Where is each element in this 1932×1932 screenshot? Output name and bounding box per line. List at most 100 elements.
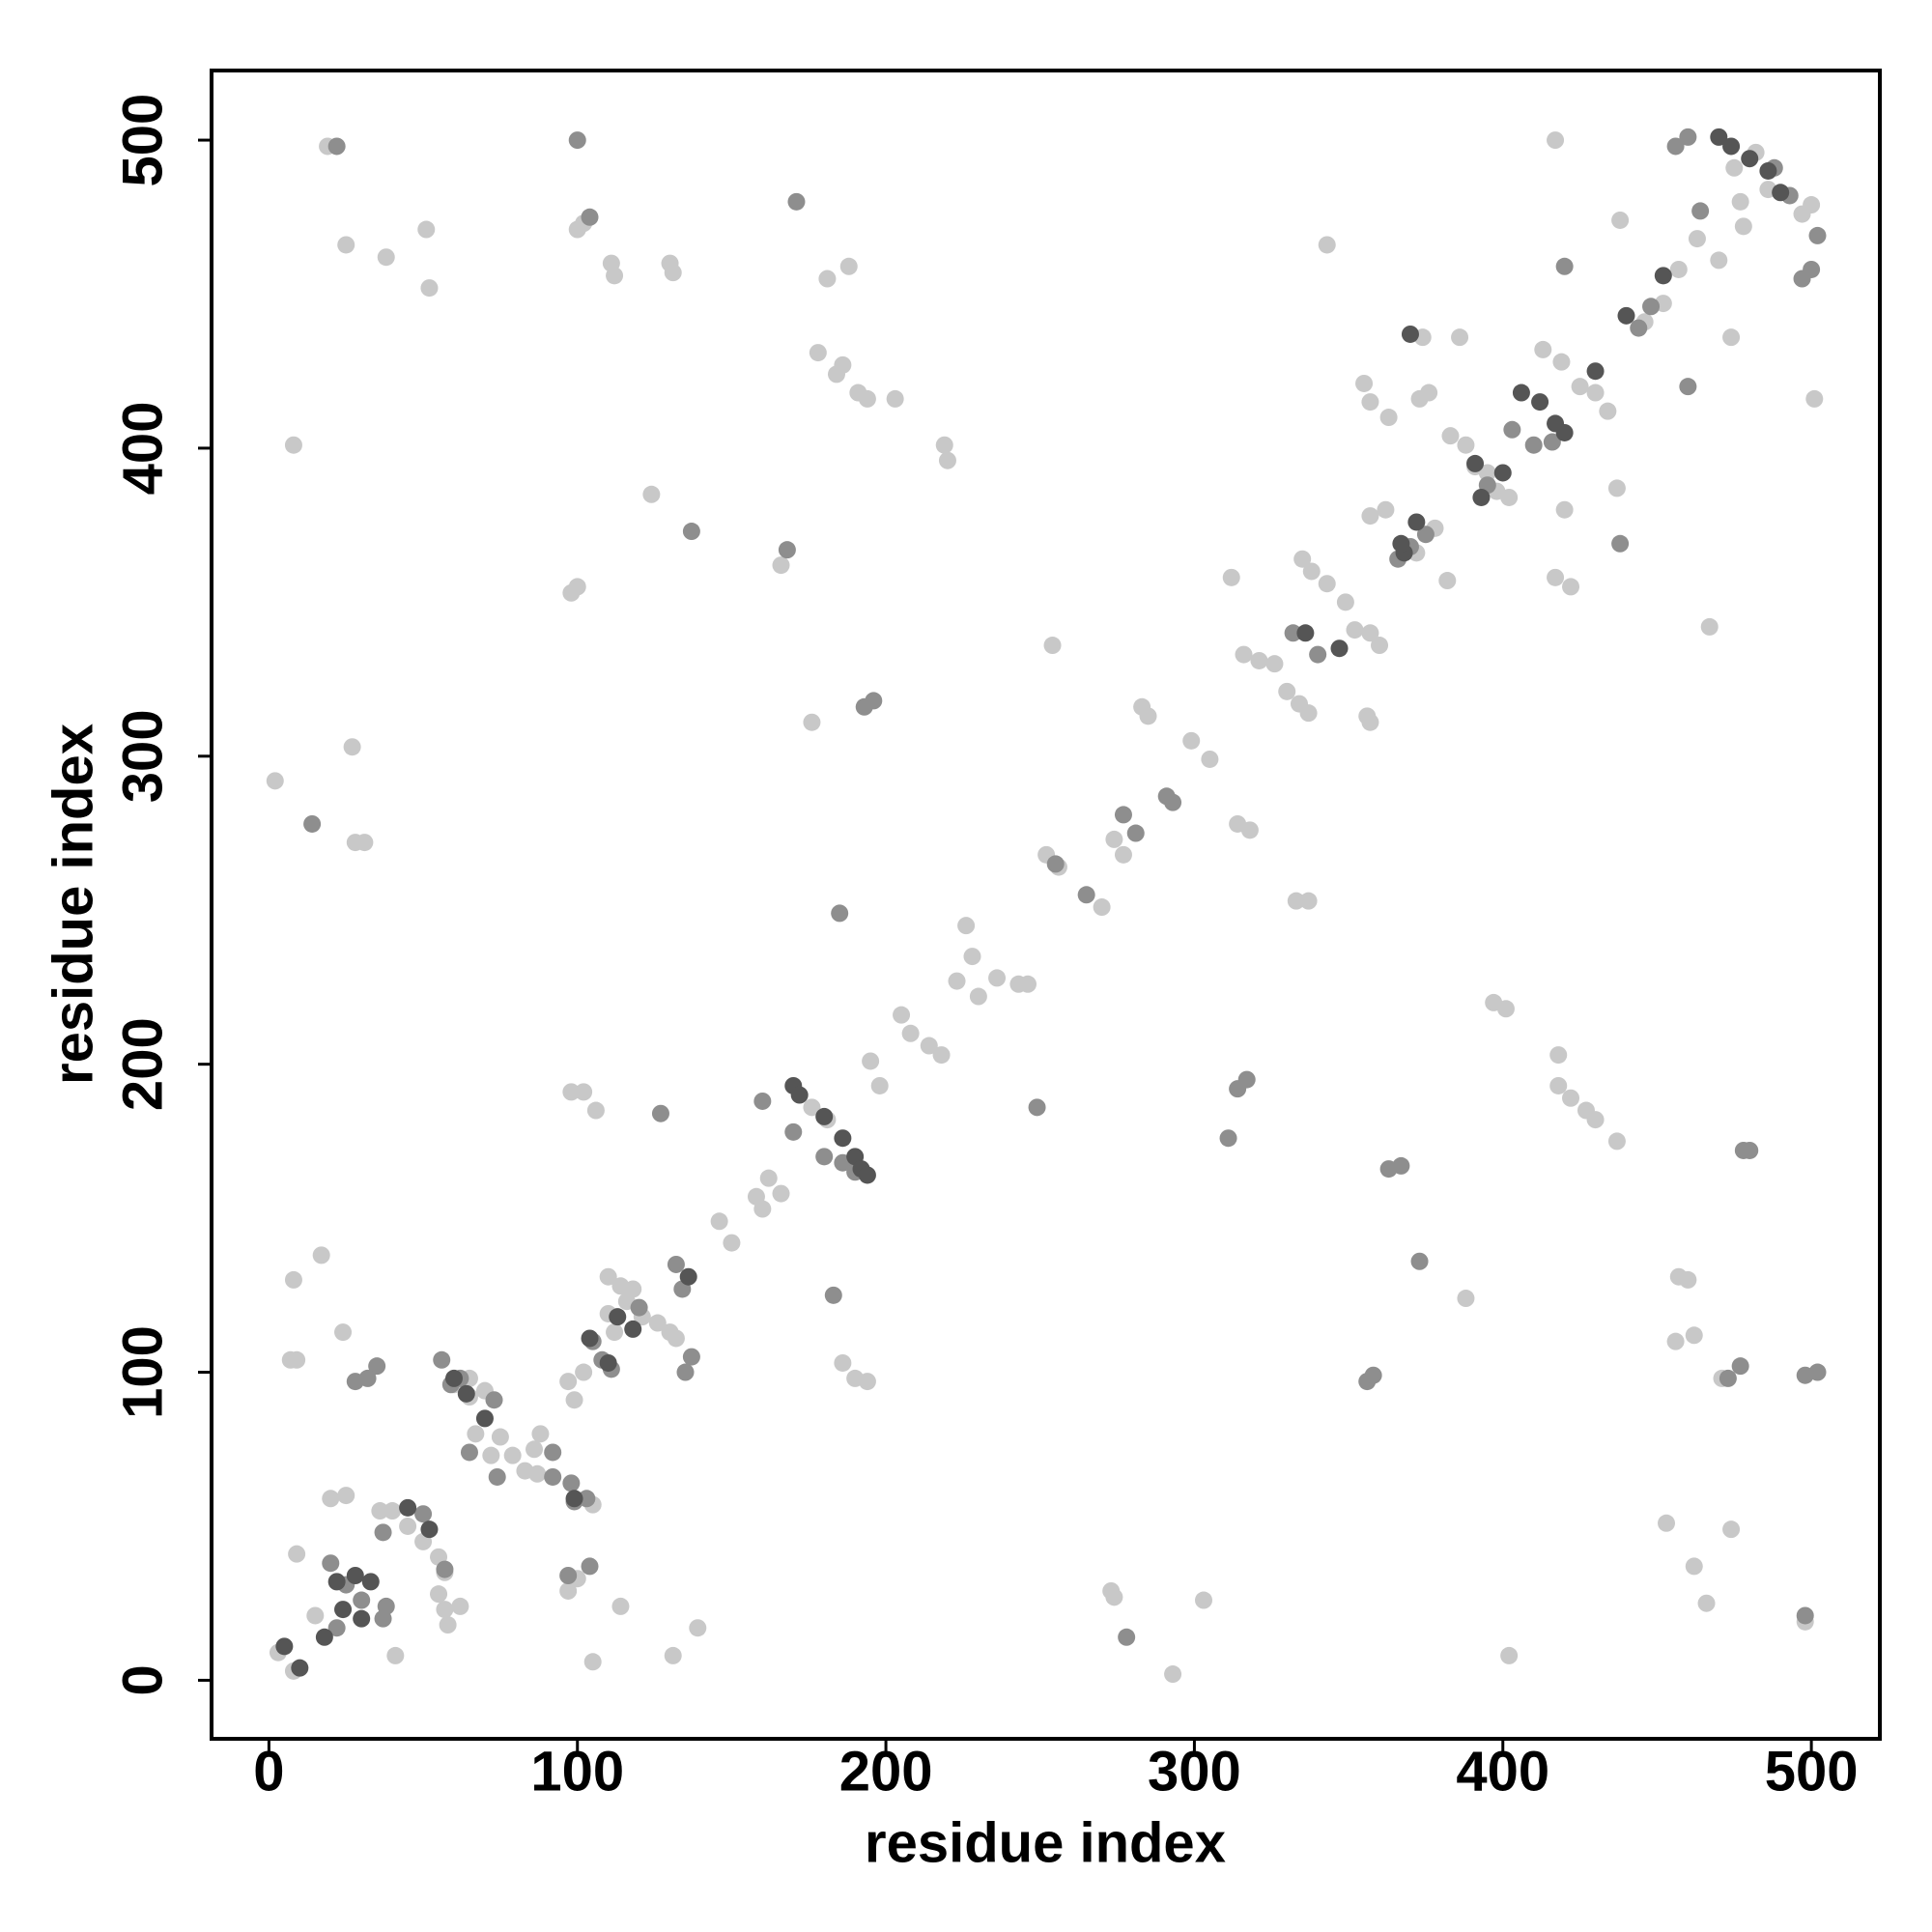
point	[1018, 975, 1037, 993]
point	[460, 1443, 478, 1462]
point	[433, 1350, 451, 1369]
point	[1361, 393, 1379, 412]
point	[1457, 436, 1475, 454]
point	[1164, 793, 1182, 811]
point	[312, 1246, 330, 1264]
point	[368, 1357, 386, 1376]
point	[1043, 637, 1062, 655]
point	[531, 1425, 550, 1443]
point	[467, 1425, 485, 1443]
point	[1630, 319, 1648, 337]
point	[1534, 340, 1552, 358]
point	[1669, 260, 1688, 278]
point	[642, 485, 661, 503]
point	[824, 1286, 842, 1304]
point	[386, 1646, 405, 1664]
point	[1642, 298, 1661, 316]
point	[346, 1373, 364, 1391]
point	[1555, 257, 1574, 275]
x-tick-label: 400	[1456, 1740, 1549, 1803]
point	[963, 948, 981, 966]
point	[1420, 384, 1438, 402]
point	[371, 1502, 389, 1520]
point	[1330, 639, 1349, 658]
point	[491, 1428, 509, 1446]
point	[1235, 645, 1253, 664]
point	[562, 1083, 581, 1101]
point	[581, 208, 599, 226]
point	[303, 814, 322, 833]
point	[1164, 1665, 1182, 1684]
point	[1722, 1520, 1741, 1539]
point	[834, 1353, 852, 1372]
point	[664, 264, 682, 282]
point	[676, 1363, 695, 1381]
point	[1722, 328, 1741, 347]
x-tick-label: 0	[253, 1740, 284, 1803]
point	[578, 1490, 596, 1508]
point	[1688, 230, 1706, 248]
point	[1296, 624, 1315, 642]
point	[284, 436, 302, 454]
point	[606, 1323, 624, 1342]
point	[935, 436, 953, 454]
point	[322, 1490, 340, 1508]
point	[384, 1502, 402, 1520]
point	[361, 1573, 380, 1591]
point	[420, 1520, 439, 1539]
point	[1118, 1628, 1136, 1646]
point	[586, 1101, 605, 1120]
point	[689, 1619, 707, 1637]
point	[1299, 704, 1318, 723]
point	[1293, 550, 1312, 568]
point	[562, 1474, 581, 1492]
point	[932, 1046, 951, 1065]
point	[1182, 731, 1201, 750]
point	[485, 1391, 503, 1409]
point	[839, 257, 858, 275]
point	[288, 1545, 306, 1563]
point	[901, 1024, 920, 1042]
point	[436, 1601, 454, 1619]
point	[1562, 578, 1580, 596]
point	[1586, 362, 1605, 381]
point	[862, 1052, 880, 1070]
point	[1416, 526, 1435, 544]
point	[1377, 500, 1395, 519]
point	[1139, 707, 1157, 725]
point	[957, 917, 976, 935]
point	[1691, 202, 1710, 220]
x-tick-label: 300	[1148, 1740, 1241, 1803]
point	[753, 1092, 772, 1110]
point	[831, 904, 849, 923]
point	[1046, 855, 1065, 873]
point	[1318, 236, 1336, 254]
y-tick-label: 100	[111, 1325, 174, 1419]
point	[1722, 137, 1741, 156]
point	[575, 1083, 593, 1101]
y-tick-label: 200	[111, 1017, 174, 1111]
point	[1808, 1363, 1827, 1381]
point	[559, 1373, 578, 1391]
point	[1077, 886, 1095, 904]
point	[1371, 637, 1389, 655]
point	[1808, 226, 1827, 244]
point	[1805, 389, 1824, 408]
point	[1617, 306, 1635, 325]
point	[1438, 572, 1457, 590]
point	[1719, 1369, 1737, 1387]
point	[1287, 892, 1305, 910]
point	[803, 713, 821, 731]
point	[1114, 806, 1132, 824]
point	[1195, 1591, 1213, 1609]
point	[568, 578, 586, 596]
point	[1361, 713, 1379, 731]
point	[1392, 1156, 1410, 1175]
point	[583, 1653, 602, 1671]
point	[1318, 575, 1336, 593]
point	[1586, 384, 1605, 402]
point	[1549, 1046, 1568, 1065]
point	[988, 969, 1007, 987]
point	[288, 1350, 306, 1369]
y-tick-label: 300	[111, 709, 174, 803]
